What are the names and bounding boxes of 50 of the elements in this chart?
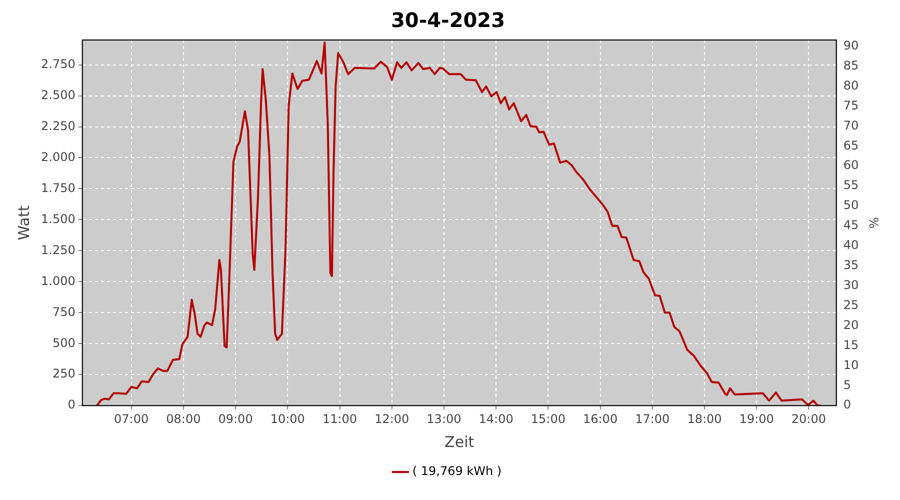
y-tick-label: 2.250 [40,118,76,133]
x-tick-label: 14:00 [478,412,514,426]
x-tick-label: 16:00 [582,412,618,426]
y2-tick-label: 40 [843,238,859,252]
y2-tick-label: 70 [843,118,859,132]
x-tick-label: 08:00 [166,412,201,426]
y-tick-label: 0 [68,398,76,412]
y-tick-label: 250 [52,366,76,381]
y2-tick-label: 35 [843,258,859,272]
y-tick-label: 500 [52,336,76,350]
y-tick-label: 2.000 [40,150,76,164]
y2-tick-label: 60 [843,158,859,172]
y2-tick-label: 45 [843,218,859,232]
y2-tick-label: 0 [843,398,851,412]
y-tick-label: 2.750 [40,56,76,71]
y2-tick-label: 55 [843,178,859,192]
x-tick-label: 10:00 [270,412,305,426]
y2-tick-label: 75 [843,98,859,112]
x-axis-title: Zeit [444,432,474,451]
y2-axis-title: % [866,217,881,229]
y2-tick-label: 25 [843,298,859,312]
x-tick-label: 20:00 [791,412,826,426]
x-tick-label: 19:00 [739,412,774,426]
y2-tick-label: 30 [843,278,859,292]
y-tick-label: 1.500 [40,212,76,226]
x-tick-label: 11:00 [322,412,358,426]
y-tick-label: 2.500 [40,88,76,102]
y-tick-label: 1.250 [40,242,76,257]
y2-tick-label: 5 [843,378,851,392]
y2-tick-label: 80 [843,78,859,92]
y-tick-label: 1.000 [40,274,76,288]
x-tick-label: 18:00 [687,412,722,426]
legend-label: ( 19,769 kWh ) [412,464,502,478]
y2-tick-label: 50 [843,198,859,212]
y2-tick-label: 10 [843,358,859,372]
y-tick-label: 1.750 [40,180,76,195]
y2-tick-label: 65 [843,138,859,152]
y2-tick-label: 85 [843,58,859,72]
x-tick-label: 07:00 [114,412,149,426]
x-tick-label: 15:00 [530,412,566,426]
y2-tick-label: 90 [843,38,859,53]
y2-tick-label: 15 [843,338,859,352]
x-tick-label: 09:00 [218,412,253,426]
y-axis-title: Watt [14,205,33,240]
y2-tick-label: 20 [843,318,859,332]
x-tick-label: 13:00 [426,412,462,426]
y-tick-label: 750 [52,304,76,319]
x-tick-label: 12:00 [374,412,410,426]
chart-title: 30-4-2023 [390,8,506,32]
x-tick-label: 17:00 [635,412,670,426]
